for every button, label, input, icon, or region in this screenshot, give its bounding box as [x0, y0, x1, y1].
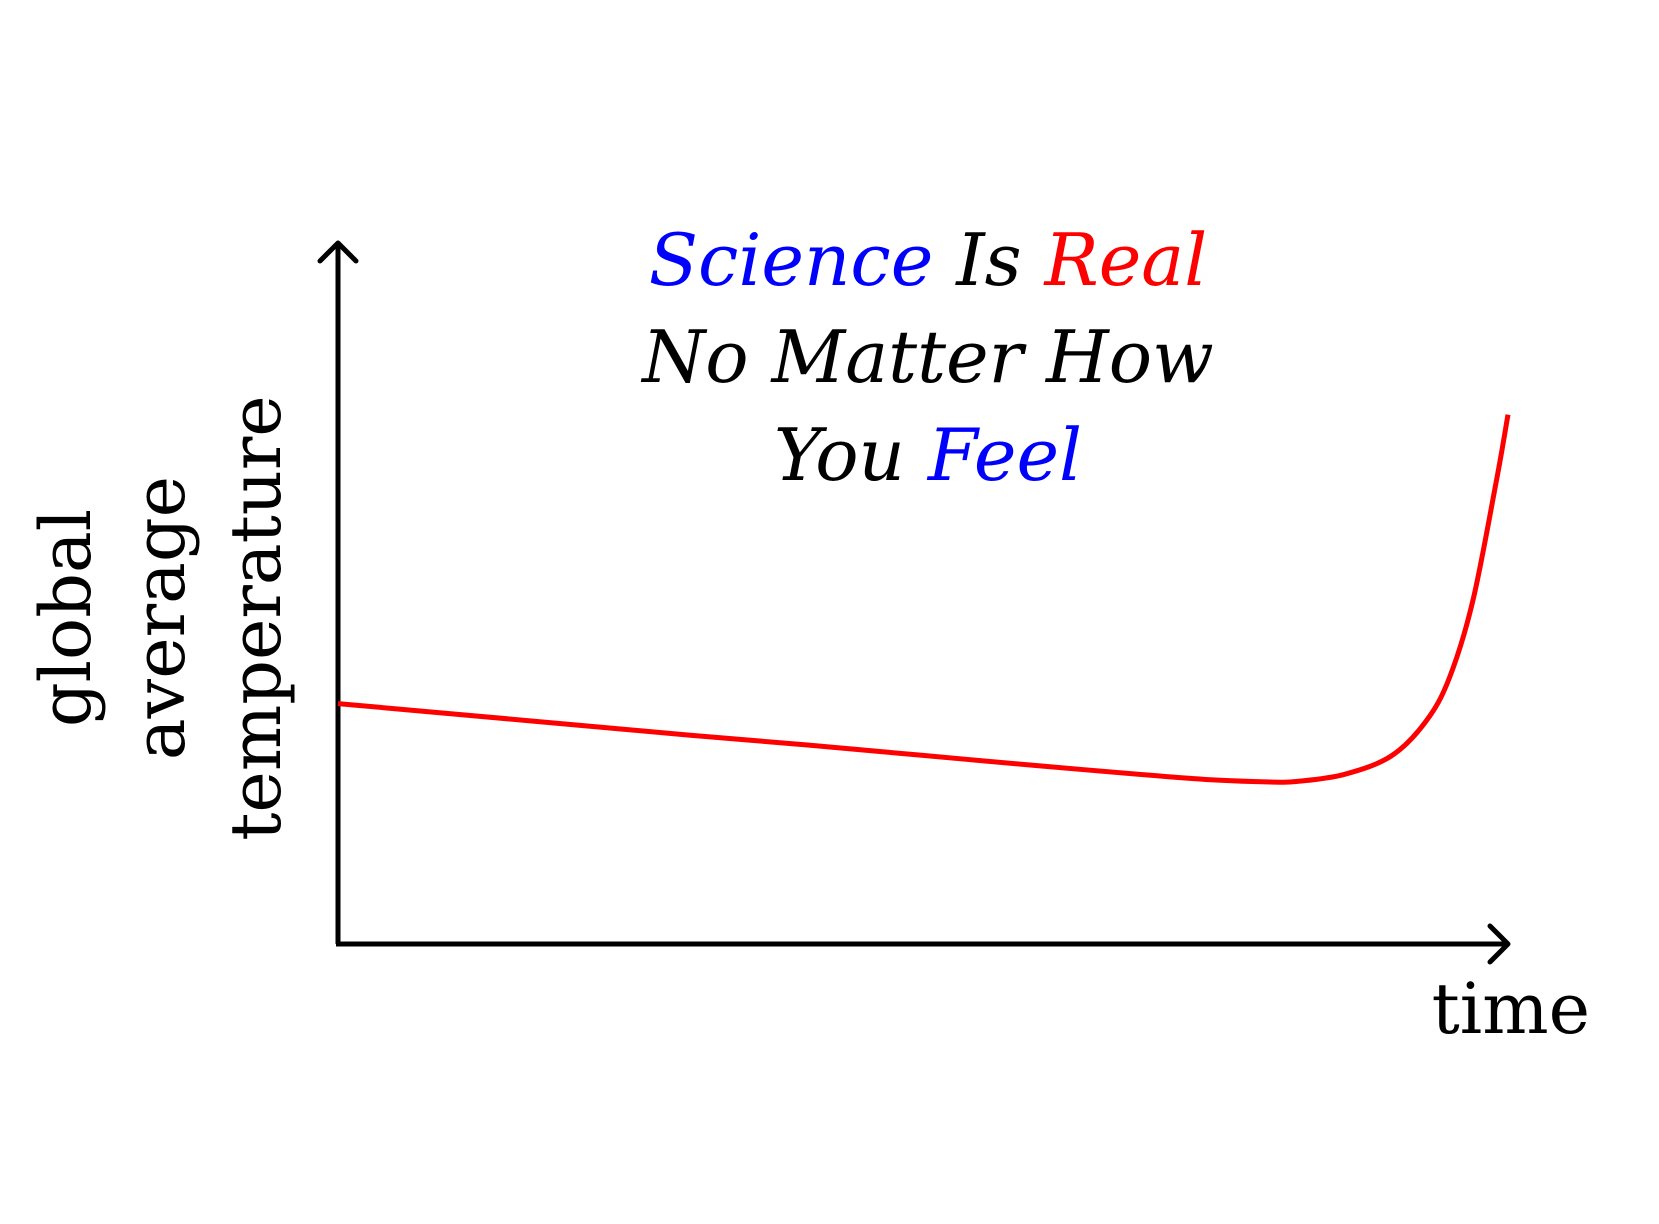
x-axis-label: time	[1432, 968, 1590, 1050]
chart-title-line-2: No Matter How	[640, 315, 1213, 399]
chart-title-line-3: You Feel	[774, 413, 1082, 497]
title-word-3-2: Feel	[926, 413, 1082, 497]
title-word-3-1: You	[774, 413, 928, 497]
title-word-2-1: No Matter How	[640, 315, 1213, 399]
title-word-1-2: Is	[933, 218, 1044, 302]
y-axis-arrowhead	[317, 240, 359, 264]
y-axis-label-line-1: global	[25, 509, 107, 727]
title-word-1-3: Real	[1042, 218, 1207, 302]
x-axis-arrowhead	[1487, 923, 1511, 965]
y-axis-label: global average temperature	[25, 395, 297, 840]
series-layer	[337, 414, 1511, 785]
y-axis-label-line-3: temperature	[215, 395, 297, 840]
title-word-1-1: Science	[649, 218, 934, 302]
chart-title-line-1: Science Is Real	[649, 218, 1208, 302]
series-line-1	[337, 414, 1511, 785]
y-axis-label-line-2: average	[119, 476, 201, 760]
